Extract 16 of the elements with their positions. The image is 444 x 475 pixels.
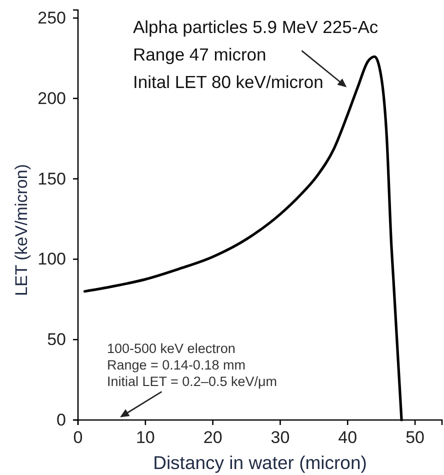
annotation: 100-500 keV electron Range = 0.14-0.18 mm Initial LET = 0.2–0.5 keV/μm (107, 341, 277, 389)
x-tick-label: 50 (406, 428, 424, 448)
x-axis-title: Distancy in water (micron) (153, 452, 367, 473)
x-tick-label: 10 (136, 428, 155, 448)
x-tick-label: 0 (73, 428, 83, 448)
y-tick-label: 150 (38, 169, 66, 188)
x-tick-label: 30 (270, 428, 290, 448)
y-tick-label: 50 (47, 330, 66, 350)
x-tick-label: 20 (203, 428, 222, 448)
annotation: Alpha particles 5.9 MeV 225-Ac Range 47 micron Inital LET 80 keV/micron (133, 17, 378, 92)
y-tick-label: 250 (38, 8, 66, 28)
y-tick-label: 200 (38, 88, 66, 108)
y-tick-label: 0 (56, 410, 66, 430)
x-tick-label: 40 (338, 428, 358, 448)
y-tick-label: 100 (38, 250, 66, 269)
y-axis-title: LET (keV/micron) (12, 164, 31, 296)
